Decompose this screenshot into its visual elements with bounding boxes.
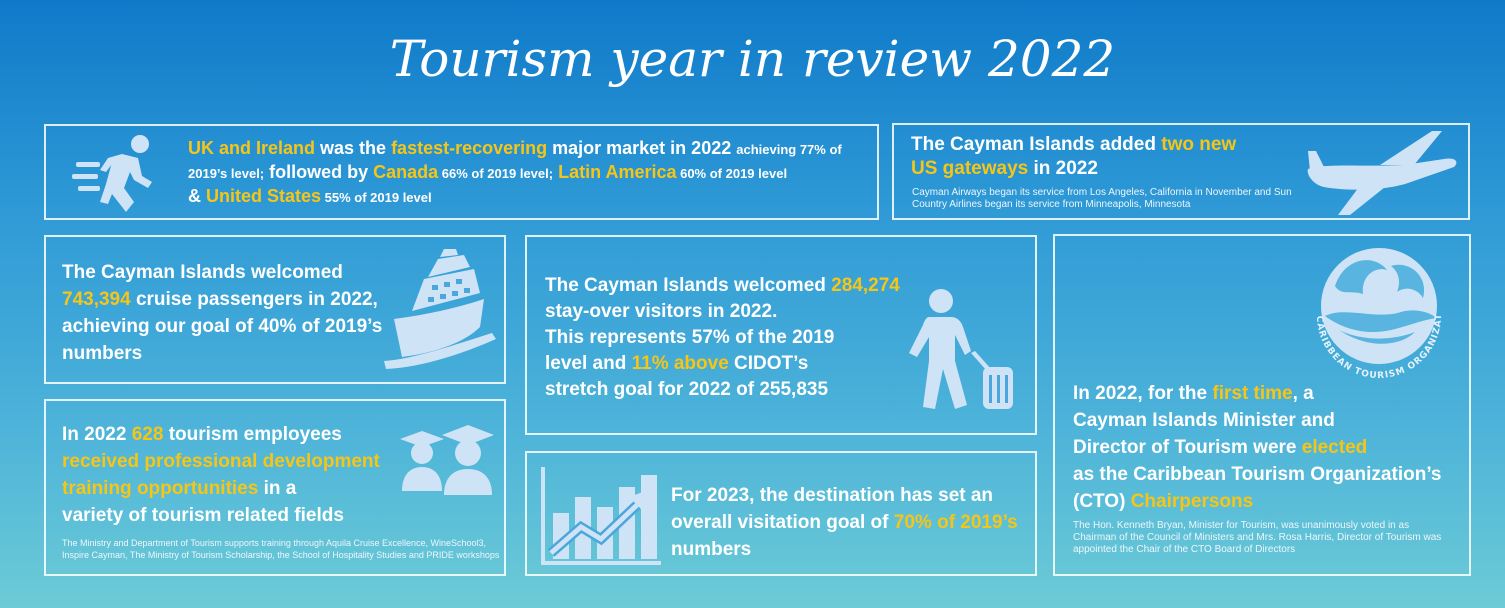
card2-text: The Cayman Islands added two new US gate…: [911, 134, 1237, 179]
cruise-ship-icon: [384, 249, 502, 373]
card-cto-chairpersons: CARIBBEAN TOURISM ORGANIZATION In 2022, …: [1053, 234, 1471, 576]
cto-logo-icon: CARIBBEAN TOURISM ORGANIZATION: [1301, 239, 1455, 396]
card2-note: Cayman Airways began its service from Lo…: [912, 187, 1292, 210]
airplane-icon: [1304, 129, 1464, 217]
card5-text: In 2022, for the first time, a Cayman Is…: [1073, 383, 1442, 512]
page-title: Tourism year in review 2022: [389, 30, 1116, 88]
card-stay-over-visitors: The Cayman Islands welcomed 284,274 stay…: [525, 235, 1037, 435]
card-market-recovery: UK and Ireland was the fastest-recoverin…: [44, 124, 879, 220]
card4-text: The Cayman Islands welcomed 284,274 stay…: [545, 275, 900, 400]
card-2023-goal: For 2023, the destination has set an ove…: [525, 451, 1037, 576]
card7-text: For 2023, the destination has set an ove…: [671, 485, 1018, 560]
card3-text: The Cayman Islands welcomed 743,394 crui…: [62, 262, 383, 364]
card1-text: UK and Ireland was the fastest-recoverin…: [188, 138, 842, 206]
growth-chart-icon: [541, 467, 661, 567]
card6-note: The Ministry and Department of Tourism s…: [62, 538, 500, 560]
card-cruise-passengers: The Cayman Islands welcomed 743,394 crui…: [44, 235, 506, 384]
card-us-gateways: The Cayman Islands added two new US gate…: [892, 123, 1470, 220]
card6-text: In 2022 628 tourism employees received p…: [62, 424, 380, 526]
card-employee-training: In 2022 628 tourism employees received p…: [44, 399, 506, 576]
traveler-icon: [905, 287, 1021, 413]
runner-icon: [72, 132, 160, 216]
card5-note: The Hon. Kenneth Bryan, Minister for Tou…: [1073, 520, 1442, 555]
graduates-icon: [398, 425, 496, 497]
